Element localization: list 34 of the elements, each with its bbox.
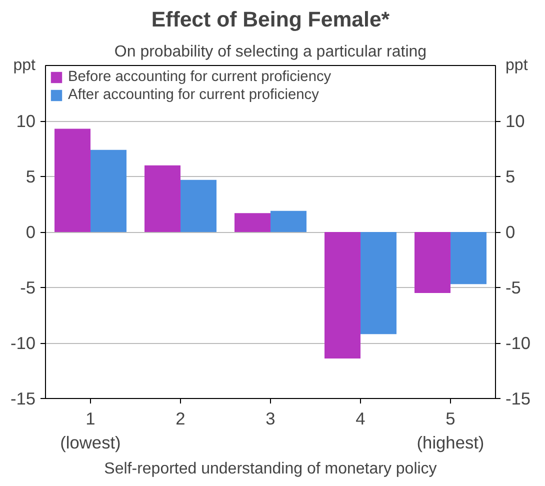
chart-title: Effect of Being Female* bbox=[151, 8, 390, 32]
bar bbox=[180, 180, 216, 232]
legend-label: Before accounting for current proficiency bbox=[68, 69, 332, 85]
y2-tick-label: 5 bbox=[506, 166, 516, 186]
y-tick-label: -15 bbox=[10, 388, 36, 408]
y2-axis-title: ppt bbox=[506, 57, 528, 74]
y-axis-title: ppt bbox=[13, 57, 36, 74]
x-axis-title: Self-reported understanding of monetary policy bbox=[104, 460, 437, 478]
y-tick-label: 0 bbox=[26, 222, 36, 242]
bar bbox=[90, 150, 126, 232]
y2-tick-label: -5 bbox=[506, 278, 521, 298]
x-tick-label: 1 (lowest) bbox=[60, 408, 121, 452]
y2-tick-label: 0 bbox=[506, 222, 516, 242]
x-tick-label: 4 bbox=[356, 408, 366, 428]
bar bbox=[54, 128, 90, 232]
y2-tick-label: 10 bbox=[506, 111, 525, 131]
bar bbox=[270, 210, 306, 232]
y2-tick-label: -15 bbox=[506, 388, 531, 408]
x-tick-label: 2 bbox=[176, 408, 186, 428]
bar bbox=[414, 232, 450, 294]
y-tick-label: 5 bbox=[26, 166, 36, 186]
chart-subtitle: On probability of selecting a particular rating bbox=[114, 44, 427, 60]
bar bbox=[144, 165, 180, 232]
legend-label: After accounting for current proficiency bbox=[68, 87, 319, 103]
y-tick-label: -10 bbox=[10, 333, 36, 353]
x-tick-label: 5 (highest) bbox=[416, 408, 484, 452]
bar bbox=[234, 213, 270, 232]
bar bbox=[360, 232, 396, 334]
y2-tick-label: -10 bbox=[506, 333, 531, 353]
y-tick-label: -5 bbox=[20, 278, 36, 298]
bar bbox=[450, 232, 486, 284]
x-tick-label: 3 bbox=[266, 408, 276, 428]
bar bbox=[324, 232, 360, 359]
y-tick-label: 10 bbox=[16, 111, 36, 131]
